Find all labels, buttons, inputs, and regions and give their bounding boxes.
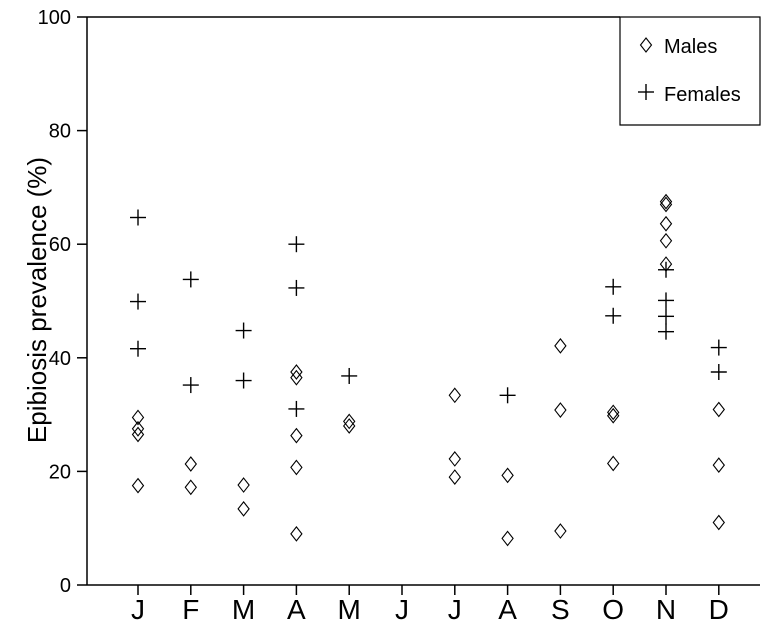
series-females bbox=[130, 209, 727, 417]
female-point bbox=[130, 209, 146, 226]
axes bbox=[86, 16, 760, 586]
female-point bbox=[605, 278, 622, 295]
female-point bbox=[658, 292, 674, 309]
x-tick-label: O bbox=[602, 594, 624, 625]
male-point bbox=[237, 500, 250, 517]
legend-label-males: Males bbox=[664, 36, 717, 58]
y-axis-label: Epibiosis prevalence (%) bbox=[22, 157, 52, 443]
male-point bbox=[607, 407, 620, 424]
male-point bbox=[659, 232, 673, 249]
x-tick-label: A bbox=[287, 594, 306, 625]
male-point bbox=[237, 477, 250, 493]
x-tick-label: D bbox=[709, 594, 729, 625]
male-point bbox=[554, 337, 567, 354]
male-point bbox=[659, 193, 673, 210]
x-tick-label: F bbox=[182, 594, 199, 625]
female-point bbox=[288, 236, 305, 253]
y-axis-ticks: 0 20 40 60 80 100 bbox=[38, 7, 87, 597]
x-tick-label: M bbox=[338, 594, 361, 625]
male-point bbox=[448, 469, 461, 485]
x-tick-label: M bbox=[232, 594, 255, 625]
legend-female-marker bbox=[638, 84, 654, 100]
male-point bbox=[131, 426, 145, 443]
female-point bbox=[288, 279, 305, 296]
male-point bbox=[554, 523, 567, 539]
x-tick-label: J bbox=[448, 594, 462, 625]
female-point bbox=[130, 293, 146, 310]
y-tick-label: 40 bbox=[49, 348, 71, 370]
legend-label-females: Females bbox=[664, 84, 741, 106]
x-tick-label: J bbox=[395, 594, 409, 625]
male-point bbox=[501, 530, 514, 547]
female-point bbox=[658, 261, 674, 278]
male-point bbox=[131, 477, 145, 494]
y-tick-label: 80 bbox=[49, 121, 71, 143]
female-point bbox=[341, 367, 358, 384]
male-point bbox=[290, 459, 303, 476]
x-tick-label: S bbox=[551, 594, 570, 625]
female-point bbox=[499, 387, 516, 404]
male-point bbox=[659, 196, 673, 213]
y-tick-label: 60 bbox=[49, 234, 71, 256]
y-tick-label: 100 bbox=[38, 7, 71, 29]
x-tick-label: J bbox=[131, 594, 145, 625]
female-point bbox=[235, 372, 252, 389]
female-point bbox=[710, 339, 727, 356]
male-point bbox=[290, 427, 303, 444]
y-tick-label: 20 bbox=[49, 461, 71, 483]
male-point bbox=[712, 401, 725, 418]
male-point bbox=[448, 451, 461, 467]
male-point bbox=[131, 409, 145, 426]
male-point bbox=[501, 467, 514, 484]
female-point bbox=[182, 377, 199, 394]
series-males bbox=[131, 193, 725, 547]
male-point bbox=[607, 455, 620, 472]
male-point bbox=[184, 456, 197, 472]
y-tick-label: 0 bbox=[60, 575, 71, 597]
x-tick-label: A bbox=[498, 594, 517, 625]
female-point bbox=[235, 322, 252, 339]
male-point bbox=[712, 457, 725, 474]
female-point bbox=[130, 340, 146, 357]
male-point bbox=[184, 479, 197, 496]
male-point bbox=[131, 420, 145, 437]
male-point bbox=[343, 418, 356, 434]
male-point bbox=[712, 514, 725, 531]
female-point bbox=[605, 307, 622, 324]
legend: Males Females bbox=[619, 16, 761, 126]
x-tick-label: N bbox=[656, 594, 676, 625]
male-point bbox=[607, 404, 620, 421]
male-point bbox=[448, 387, 461, 404]
legend-box bbox=[619, 16, 761, 126]
female-point bbox=[658, 323, 674, 340]
male-point bbox=[554, 402, 567, 418]
male-point bbox=[290, 525, 303, 542]
male-point bbox=[659, 215, 673, 232]
female-point bbox=[658, 308, 674, 325]
data-points bbox=[130, 193, 727, 547]
female-point bbox=[288, 400, 305, 417]
female-point bbox=[182, 271, 199, 288]
female-point bbox=[710, 364, 727, 380]
legend-male-marker bbox=[639, 37, 653, 53]
male-point bbox=[343, 413, 356, 430]
male-point bbox=[290, 364, 303, 380]
male-point bbox=[290, 369, 303, 386]
